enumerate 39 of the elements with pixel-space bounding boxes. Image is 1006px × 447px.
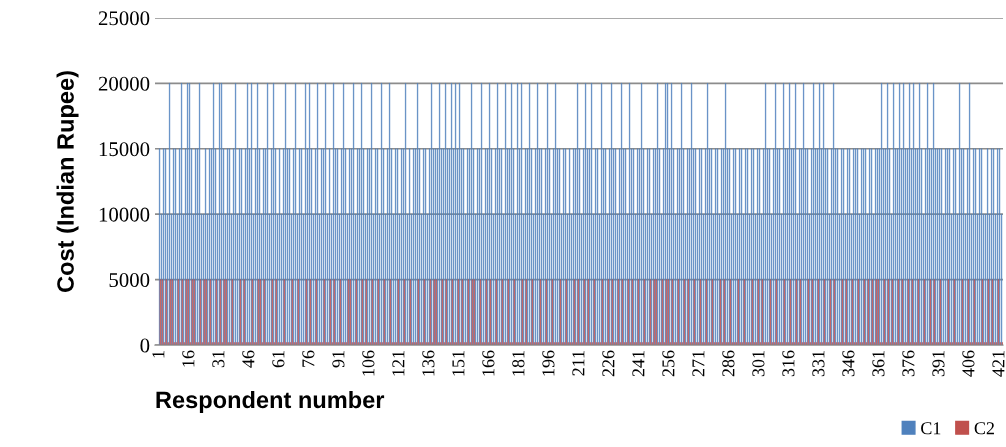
x-tick-label: 166 [482,350,495,376]
x-tick-label: 256 [662,350,675,377]
legend-label: C1 [921,422,941,435]
x-tick-label: 46 [242,350,255,368]
x-tick-label: 31 [212,351,225,368]
x-tick-label: 376 [902,350,915,377]
y-tick-label: 25000 [98,11,150,26]
x-tick-label: 331 [812,351,825,377]
y-tick-label: 0 [140,338,150,353]
x-axis-title: Respondent number [156,390,385,413]
x-tick-label: 1 [152,351,165,358]
y-tick-label: 10000 [99,207,150,222]
x-tick-label: 406 [962,350,975,377]
x-tick-label: 286 [722,350,735,377]
x-tick-label: 346 [842,350,855,377]
x-tick-label: 271 [692,351,705,377]
x-tick-label: 361 [872,351,885,377]
legend-label: C2 [974,422,994,435]
x-tick-label: 16 [182,350,195,367]
x-tick-label: 316 [782,350,795,377]
x-tick-label: 181 [512,351,525,376]
x-tick-label: 196 [542,350,555,376]
x-tick-label: 151 [452,351,465,376]
x-tick-label: 241 [632,351,645,377]
x-tick-label: 421 [992,351,1005,377]
x-tick-label: 226 [602,350,615,377]
y-tick-label: 5000 [109,273,150,288]
x-tick-label: 106 [362,350,375,376]
y-tick-label: 15000 [99,142,150,157]
x-tick-label: 136 [422,350,435,376]
x-tick-label: 301 [752,351,765,377]
x-tick-label: 211 [572,351,585,376]
x-tick-label: 391 [932,351,945,377]
x-tick-label: 121 [392,351,405,376]
y-axis-title: Cost (Indian Rupee) [56,71,79,292]
x-tick-label: 91 [332,351,345,368]
x-tick-label: 61 [272,351,285,368]
x-tick-label: 76 [302,350,315,367]
y-tick-label: 20000 [98,76,150,91]
